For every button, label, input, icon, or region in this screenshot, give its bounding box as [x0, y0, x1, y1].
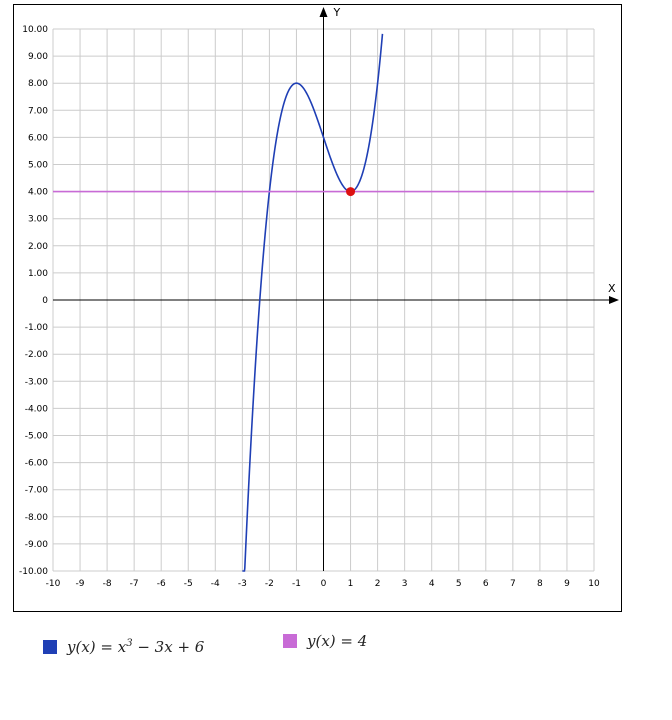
x-tick-label: -6: [157, 579, 166, 589]
x-tick-label: 10: [588, 579, 600, 589]
y-axis-label: Y: [333, 6, 341, 19]
series-group: [53, 33, 594, 572]
y-tick-label: -4.00: [25, 404, 49, 414]
x-tick-label: 5: [456, 579, 462, 589]
x-tick-label: 8: [537, 579, 543, 589]
x-tick-label: -10: [46, 579, 61, 589]
y-tick-label: -2.00: [25, 350, 49, 360]
y-tick-label: 6.00: [28, 133, 48, 143]
tick-labels: -10 -9 -8 -7 -6 -5 -4 -3 -2 -1 0 1 2 3 4 5 6 7 8 9 1010.009.…: [19, 25, 600, 589]
y-tick-label: 1.00: [28, 269, 48, 279]
y-tick-label: 10.00: [22, 25, 48, 35]
plot-frame: [13, 4, 622, 612]
axes: XY: [53, 6, 619, 571]
y-tick-label: 5.00: [28, 161, 48, 171]
legend-swatch-cubic: [43, 640, 57, 654]
y-tick-label: -8.00: [25, 513, 49, 523]
y-tick-label: -3.00: [25, 377, 49, 387]
y-tick-label: -5.00: [25, 432, 49, 442]
x-tick-label: 3: [402, 579, 408, 589]
y-tick-label: 8.00: [28, 79, 48, 89]
x-tick-label: -5: [184, 579, 193, 589]
series-line-1: [242, 33, 384, 572]
legend-item-constant: y(x) = 4: [283, 632, 367, 650]
x-tick-label: -7: [130, 579, 139, 589]
x-tick-label: 2: [375, 579, 381, 589]
y-tick-label: -6.00: [25, 459, 49, 469]
x-tick-label: 0: [321, 579, 327, 589]
legend-swatch-constant: [283, 634, 297, 648]
y-tick-label: 4.00: [28, 188, 48, 198]
x-tick-label: 9: [564, 579, 570, 589]
points-group: [346, 187, 356, 197]
x-axis-arrow: [609, 296, 619, 304]
legend: y(x) = x3 − 3x + 6 y(x) = 4: [0, 628, 672, 668]
y-tick-label: -10.00: [19, 567, 48, 577]
y-tick-label: 0: [42, 296, 48, 306]
y-tick-label: 7.00: [28, 106, 48, 116]
x-tick-label: 4: [429, 579, 435, 589]
x-tick-label: -2: [265, 579, 274, 589]
x-tick-label: -3: [238, 579, 247, 589]
y-tick-label: 2.00: [28, 242, 48, 252]
legend-label-constant: y(x) = 4: [307, 632, 368, 650]
x-tick-label: -9: [76, 579, 85, 589]
legend-item-cubic: y(x) = x3 − 3x + 6: [43, 638, 204, 656]
y-tick-label: 3.00: [28, 215, 48, 225]
y-tick-label: -9.00: [25, 540, 49, 550]
y-tick-label: -7.00: [25, 486, 49, 496]
x-tick-label: -1: [292, 579, 301, 589]
y-tick-label: -1.00: [25, 323, 49, 333]
intersection-point: [346, 187, 356, 197]
x-axis-label: X: [608, 282, 616, 295]
y-axis-arrow: [319, 7, 328, 17]
x-tick-label: 6: [483, 579, 489, 589]
chart: XY -10 -9 -8 -7 -6 -5 -4 -3 -2 -1 0 1 2 3 4 5 6 7 8 9 1010.0…: [19, 6, 619, 589]
y-tick-label: 9.00: [28, 52, 48, 62]
x-tick-label: 1: [348, 579, 354, 589]
x-tick-label: -8: [103, 579, 112, 589]
legend-label-cubic: y(x) = x3 − 3x + 6: [67, 638, 205, 656]
x-tick-label: -4: [211, 579, 220, 589]
x-tick-label: 7: [510, 579, 516, 589]
